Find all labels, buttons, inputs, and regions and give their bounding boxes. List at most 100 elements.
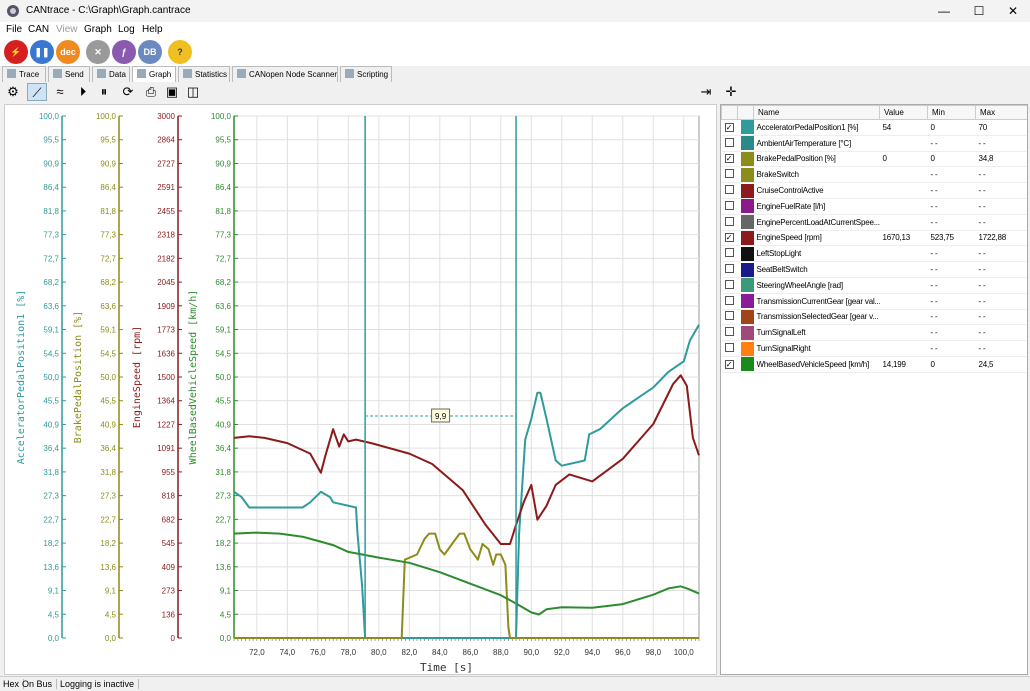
tab-data[interactable]: Data (92, 66, 130, 82)
crosshair-icon[interactable]: ✛ (725, 84, 737, 99)
tab-graph[interactable]: Graph (132, 66, 176, 82)
signal-value (879, 293, 928, 310)
signal-color-swatch[interactable] (737, 293, 754, 310)
menu-file[interactable]: File (6, 24, 23, 35)
signal-checkbox[interactable] (721, 214, 738, 231)
tools-button[interactable]: ✕ (86, 40, 110, 64)
y-tick-label: 27,3 (43, 492, 59, 501)
signal-checkbox[interactable] (721, 261, 738, 278)
play-icon[interactable]: ⏵ (79, 84, 87, 99)
tab-canopen-node-scanner[interactable]: CANopen Node Scanner (232, 66, 338, 82)
image-export-icon[interactable]: ▣ (165, 84, 179, 99)
signal-checkbox[interactable] (721, 309, 738, 326)
signal-row[interactable]: BrakeSwitch - -- - (721, 166, 1027, 184)
print-icon[interactable]: ⎙ (145, 84, 157, 99)
signal-row[interactable]: ✓ EngineSpeed [rpm] 1670,13 523,75 1722,88 (721, 230, 1027, 247)
signal-color-swatch[interactable] (737, 340, 754, 357)
menu-graph[interactable]: Graph (84, 24, 112, 35)
signal-color-swatch[interactable] (737, 230, 754, 247)
close-button[interactable]: ✕ (1007, 4, 1019, 18)
signal-checkbox[interactable]: ✓ (721, 356, 738, 373)
menu-view[interactable]: View (56, 24, 78, 35)
graph-panel[interactable]: 72,0 74,0 76,0 78,0 80,0 82,0 84,0 86,0 88,0 90,0… (4, 104, 717, 675)
signal-row[interactable]: ✓ AcceleratorPedalPosition1 [%] 54 0 70 (721, 119, 1027, 136)
panel-toggle-icon[interactable]: ⇥ (700, 84, 712, 99)
signal-name: TurnSignalRight (753, 340, 880, 357)
signal-row[interactable]: TurnSignalRight - -- - (721, 340, 1027, 357)
signal-checkbox[interactable]: ✓ (721, 230, 738, 247)
wave-mode-icon[interactable]: ≈ (56, 84, 64, 99)
signal-color-swatch[interactable] (737, 135, 754, 152)
signal-row[interactable]: TransmissionSelectedGear [gear v... - -- … (721, 309, 1027, 326)
signal-value (879, 135, 928, 152)
signal-color-swatch[interactable] (737, 214, 754, 231)
minimize-button[interactable]: — (938, 4, 950, 18)
signal-checkbox[interactable]: ✓ (721, 119, 738, 136)
pause-button[interactable]: ❚❚ (30, 40, 54, 64)
signal-row[interactable]: CruiseControlActive - -- - (721, 182, 1027, 199)
tab-statistics[interactable]: Statistics (178, 66, 230, 82)
help-button[interactable]: ? (168, 40, 192, 64)
tab-trace[interactable]: Trace (2, 66, 46, 82)
signal-color-swatch[interactable] (737, 356, 754, 373)
x-tick-label: 74,0 (280, 648, 296, 657)
maximize-button[interactable]: ☐ (973, 4, 985, 18)
signal-row[interactable]: TurnSignalLeft - -- - (721, 324, 1027, 342)
series-line (233, 324, 700, 639)
signal-row[interactable]: SteeringWheelAngle [rad] - -- - (721, 277, 1027, 294)
signal-color-swatch[interactable] (737, 277, 754, 294)
header-value[interactable]: Value (879, 105, 928, 120)
dec-button[interactable]: dec (56, 40, 80, 64)
signal-checkbox[interactable] (721, 245, 738, 263)
graph-icon (137, 69, 146, 78)
signal-checkbox[interactable] (721, 135, 738, 152)
signal-checkbox[interactable] (721, 293, 738, 310)
signal-checkbox[interactable] (721, 198, 738, 215)
signal-color-swatch[interactable] (737, 309, 754, 326)
signal-checkbox[interactable] (721, 166, 738, 184)
menu-log[interactable]: Log (118, 24, 135, 35)
signal-max: 34,8 (975, 151, 1027, 168)
signal-row[interactable]: EngineFuelRate [l/h] - -- - (721, 198, 1027, 215)
signal-row[interactable]: TransmissionCurrentGear [gear val... - --… (721, 293, 1027, 310)
signal-row[interactable]: ✓ BrakePedalPosition [%] 0 0 34,8 (721, 151, 1027, 168)
signal-row[interactable]: SeatBeltSwitch - -- - (721, 261, 1027, 278)
header-name[interactable]: Name (753, 105, 880, 120)
tab-send[interactable]: Send (48, 66, 90, 82)
y-tick-label: 95,5 (215, 136, 231, 145)
multi-image-export-icon[interactable]: ◫ (186, 84, 200, 99)
database-button[interactable]: DB (138, 40, 162, 64)
y-tick-label: 3000 (157, 112, 175, 121)
header-max[interactable]: Max (975, 105, 1027, 120)
signal-color-swatch[interactable] (737, 182, 754, 199)
signal-row[interactable]: AmbientAirTemperature [°C] - -- - (721, 135, 1027, 152)
connect-button[interactable]: ⚡ (4, 40, 28, 64)
header-min[interactable]: Min (927, 105, 976, 120)
signal-color-swatch[interactable] (737, 151, 754, 168)
sigma-icon (183, 69, 192, 78)
graph-svg[interactable]: 72,0 74,0 76,0 78,0 80,0 82,0 84,0 86,0 88,0 90,0… (5, 105, 716, 674)
signal-checkbox[interactable] (721, 277, 738, 294)
y-tick-label: 2727 (157, 159, 175, 168)
signal-row[interactable]: ✓ WheelBasedVehicleSpeed [km/h] 14,199 0 24,… (721, 356, 1027, 373)
pause-graph-icon[interactable]: ⏸ (100, 84, 108, 99)
signal-row[interactable]: EnginePercentLoadAtCurrentSpee... - -- - (721, 214, 1027, 231)
settings-gear-icon[interactable]: ⚙ (7, 84, 19, 99)
line-mode-icon[interactable]: ⟋ (27, 83, 47, 101)
tab-scripting[interactable]: Scripting (340, 66, 392, 82)
signal-color-swatch[interactable] (737, 166, 754, 184)
filter-button[interactable]: ƒ (112, 40, 136, 64)
signal-color-swatch[interactable] (737, 245, 754, 263)
refresh-icon[interactable]: ⟳ (122, 84, 134, 99)
menu-can[interactable]: CAN (28, 24, 50, 35)
signal-checkbox[interactable] (721, 324, 738, 342)
signal-row[interactable]: LeftStopLight - -- - (721, 245, 1027, 263)
signal-checkbox[interactable] (721, 182, 738, 199)
signal-color-swatch[interactable] (737, 324, 754, 342)
signal-checkbox[interactable] (721, 340, 738, 357)
signal-color-swatch[interactable] (737, 198, 754, 215)
menu-help[interactable]: Help (142, 24, 163, 35)
signal-color-swatch[interactable] (737, 119, 754, 136)
signal-checkbox[interactable]: ✓ (721, 151, 738, 168)
signal-color-swatch[interactable] (737, 261, 754, 278)
